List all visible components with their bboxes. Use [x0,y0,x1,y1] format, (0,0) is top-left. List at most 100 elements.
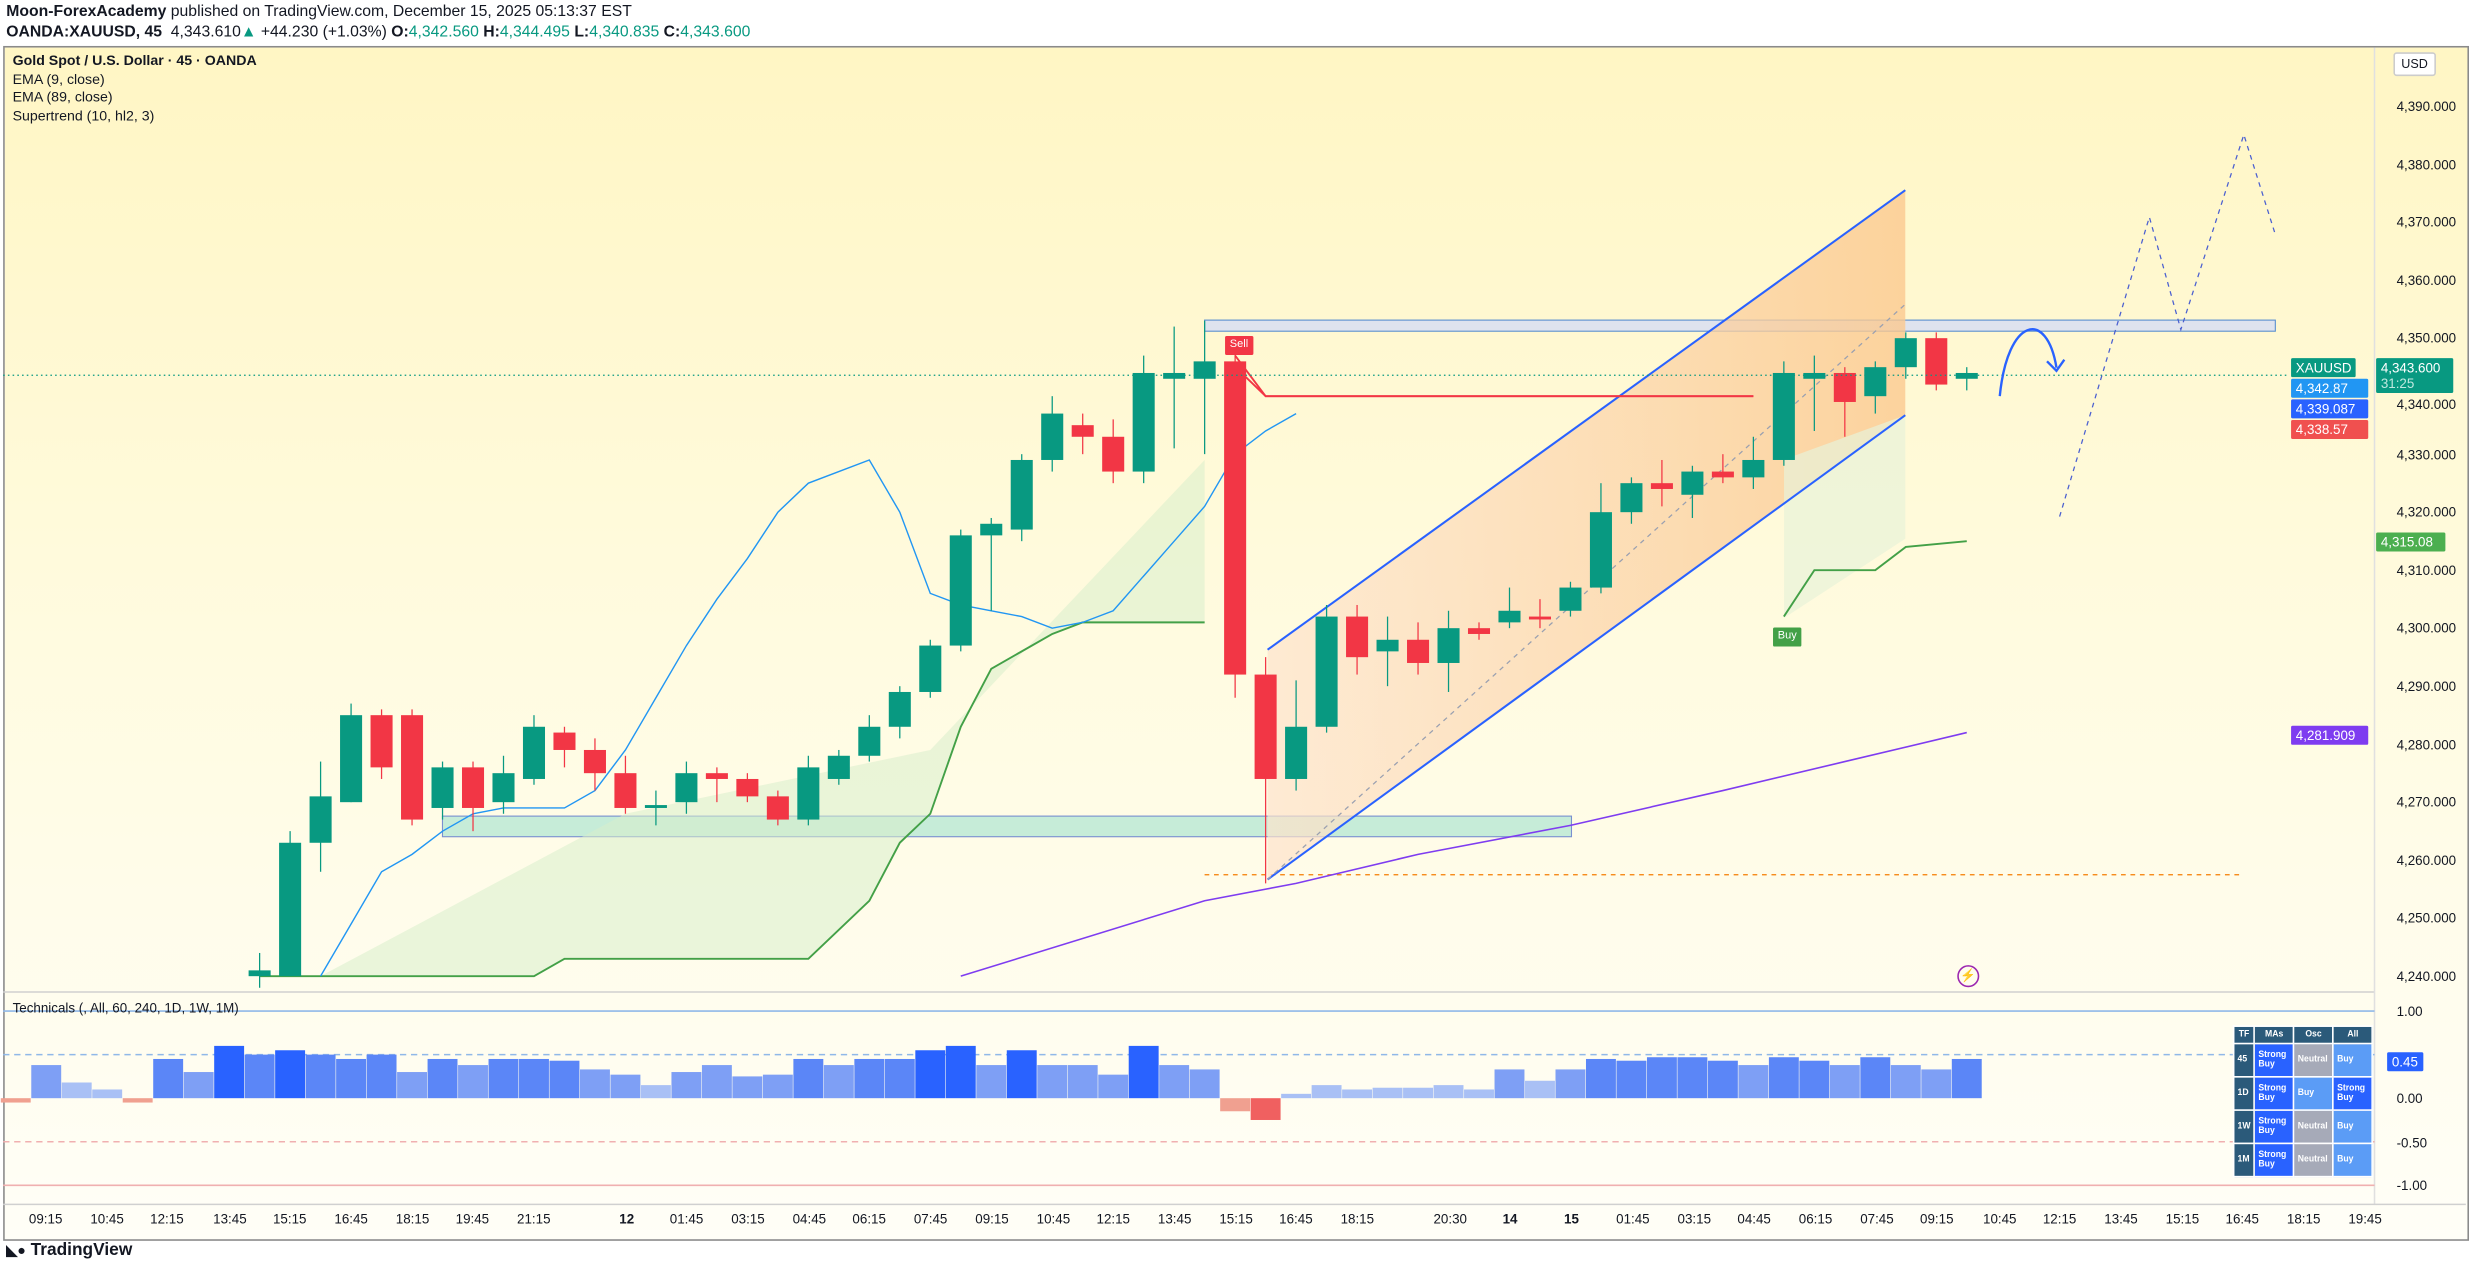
price-tick: 4,360.000 [2396,272,2457,289]
technicals-bar [1707,1060,1738,1099]
technicals-bar [671,1072,702,1099]
buy-zone-fill [1784,415,1906,619]
candle-body [1467,628,1491,634]
candle-body [248,970,271,977]
candle [340,703,363,803]
technicals-bar [488,1058,519,1099]
publish-date: published on TradingView.com, December 1… [170,3,632,21]
technicals-bar [1433,1085,1464,1099]
tech-axis-neg05: -0.50 [2396,1134,2428,1151]
legend-supertrend[interactable]: Supertrend (10, hl2, 3) [12,106,155,123]
tradingview-logo[interactable]: ◣● TradingView [6,1241,132,1260]
technicals-bar [244,1054,275,1099]
candle-body [1559,587,1582,611]
price-tick: 4,260.000 [2396,852,2457,869]
brand-name: TradingView [30,1240,133,1260]
buy-label: Buy [1773,627,1802,647]
technicals-bar [1464,1089,1494,1099]
technicals-bar [427,1058,458,1099]
candle-body [858,726,881,756]
candle-body [1955,372,1978,379]
price-tick: 4,340.000 [2396,396,2457,413]
table-row: 1W Strong Buy Neutral Buy [2232,1109,2374,1145]
technicals-bar [579,1069,610,1099]
candle [980,517,1003,611]
time-tick: 16:45 [1279,1210,1313,1227]
legend-ema9[interactable]: EMA (9, close) [12,70,105,87]
table-cell: MAs [2253,1025,2295,1045]
candle [614,755,637,814]
candle-body [1285,726,1308,779]
candle [705,767,728,803]
table-row: 1D Strong Buy Buy Strong Buy [2232,1076,2374,1111]
candle-body [461,767,485,808]
table-cell: Neutral [2293,1109,2334,1145]
table-header: TF MAs Osc All [2232,1025,2374,1045]
symbol: OANDA:XAUUSD, 45 [6,23,163,42]
legend-ema89[interactable]: EMA (89, close) [12,88,113,105]
candle-body [340,715,363,803]
lightning-icon[interactable]: ⚡ [1957,965,1980,988]
technicals-bar [1555,1069,1586,1099]
candle [309,761,332,872]
time-tick: 15:15 [2165,1210,2200,1227]
technicals-bar [610,1074,641,1099]
table-cell: All [2332,1025,2374,1045]
technicals-bar [305,1054,336,1099]
channel-upper-line [1266,189,1906,651]
candle [1010,454,1033,542]
candle-body [1742,459,1765,478]
technicals-title[interactable]: Technicals (, All, 60, 240, 1D, 1W, 1M) [12,999,239,1016]
time-tick: 01:45 [1616,1210,1650,1227]
time-tick: 12:15 [2042,1210,2077,1227]
technicals-bar [1067,1065,1098,1099]
table-cell: TF [2232,1025,2256,1045]
candle-body [675,773,698,803]
candle-body [279,842,302,977]
price-tick: 4,240.000 [2396,968,2457,985]
candle [1132,355,1155,484]
technicals-bar [1738,1065,1769,1099]
time-tick: 15:15 [272,1210,307,1227]
time-tick: 19:45 [2348,1210,2382,1227]
price-tick: 4,290.000 [2396,678,2457,695]
candle [492,755,515,814]
price-tick: 4,320.000 [2396,504,2457,521]
price-badge: 4,343.600 31:25 [2376,358,2454,394]
candle [949,529,972,652]
candle-body [583,749,606,774]
candle [797,755,820,826]
candle-body [1864,367,1887,397]
candle-body [1833,372,1856,402]
price-tick: 4,370.000 [2396,214,2457,231]
candle [888,686,911,739]
candle [675,761,698,814]
technicals-bar [1250,1098,1281,1120]
technicals-bar [1585,1058,1616,1099]
technicals-bar [0,1098,31,1103]
table-cell: 1W [2232,1109,2256,1145]
technicals-bar [1799,1060,1830,1099]
candle-body [1528,616,1552,620]
time-tick: 16:45 [334,1210,368,1227]
candle-body [1254,674,1277,779]
candle [370,709,393,779]
indicator-legend: Gold Spot / U.S. Dollar · 45 · OANDA EMA… [13,52,257,125]
technicals-bar [945,1045,976,1099]
candle [1467,622,1491,640]
price-tick: 4,330.000 [2396,446,2457,463]
time-tick: 07:45 [1860,1210,1894,1227]
candle-body [1315,616,1338,727]
candle [583,738,606,791]
technicals-bar [1037,1065,1068,1099]
technicals-bar [1281,1093,1312,1099]
candle [1833,367,1856,437]
candle [858,715,881,762]
technicals-bar [1189,1069,1220,1099]
price-tick: 4,350.000 [2396,330,2457,347]
technicals-bar [1677,1057,1708,1099]
currency-button[interactable]: USD [2393,52,2436,77]
candle-body [431,767,454,808]
technicals-bar [1403,1087,1433,1099]
